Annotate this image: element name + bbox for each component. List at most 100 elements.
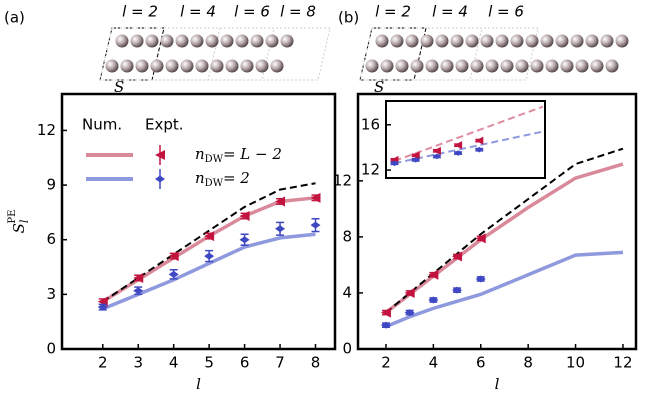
legend-marker (155, 175, 165, 183)
marker (168, 251, 179, 262)
marker (428, 296, 439, 304)
atom (455, 59, 469, 73)
y-label-main: S (10, 223, 28, 233)
x-tick-label: 6 (476, 354, 486, 372)
atom (495, 34, 509, 48)
atom (115, 34, 129, 48)
schematic-symbol: S (374, 78, 384, 96)
schematic (99, 27, 331, 81)
schematic-label: l = 8 (280, 3, 316, 21)
x-tick-label: 2 (381, 354, 391, 372)
atom (410, 59, 424, 73)
schematic-label: l = 6 (234, 3, 270, 21)
marker (275, 196, 286, 207)
atom (405, 34, 419, 48)
atom (165, 59, 179, 73)
atom (220, 34, 234, 48)
y-label-sup: PE (7, 210, 18, 224)
legend-column-header: Num. (82, 116, 122, 134)
atom (590, 59, 604, 73)
atom (420, 34, 434, 48)
marker (239, 236, 250, 244)
atom (545, 59, 559, 73)
numerical-line (384, 162, 624, 314)
atom (255, 59, 269, 73)
atom (575, 59, 589, 73)
y-tick-label: 16 (361, 115, 380, 133)
marker (310, 192, 321, 203)
marker (168, 270, 179, 278)
atom (525, 34, 539, 48)
atom (380, 59, 394, 73)
x-tick-label: 8 (311, 354, 321, 372)
atom (210, 59, 224, 73)
atom (605, 59, 619, 73)
atom (440, 59, 454, 73)
marker (275, 225, 286, 233)
schematic-label: l = 2 (375, 3, 411, 21)
atom (265, 34, 279, 48)
y-tick-label: 12 (37, 121, 56, 139)
atom (530, 59, 544, 73)
atom (120, 59, 134, 73)
atom (555, 34, 569, 48)
marker (380, 307, 391, 318)
x-axis-label: l (196, 375, 201, 393)
atom (515, 59, 529, 73)
atom (465, 34, 479, 48)
y-label-sub: l (18, 219, 31, 223)
marker (475, 136, 484, 145)
atom (485, 59, 499, 73)
x-tick-label: 12 (613, 354, 632, 372)
x-tick-label: 3 (133, 354, 143, 372)
dashed-line (102, 182, 316, 303)
x-tick-label: 4 (169, 354, 179, 372)
atom (560, 59, 574, 73)
legend-marker (155, 150, 165, 160)
atom (105, 59, 119, 73)
y-tick-label: 6 (46, 230, 56, 248)
numerical-line (102, 232, 316, 311)
legend-column-header: Expt. (145, 116, 184, 134)
legend-subscript: DW (205, 178, 224, 189)
atom (180, 59, 194, 73)
atom (390, 34, 404, 48)
legend-label: nDW= 2 (195, 169, 250, 189)
schematic-label: l = 4 (180, 3, 216, 21)
x-tick-label: 4 (429, 354, 439, 372)
marker (411, 151, 420, 160)
marker (475, 146, 484, 153)
numerical-line (385, 250, 624, 329)
atom (240, 59, 254, 73)
atom (150, 59, 164, 73)
axes-frame (385, 100, 546, 179)
marker (133, 272, 144, 283)
atom (235, 34, 249, 48)
schematic-label: l = 4 (432, 3, 468, 21)
atom (270, 59, 284, 73)
y-tick-label: 0 (46, 340, 56, 358)
atom (190, 34, 204, 48)
inset-background (386, 101, 545, 178)
atom (250, 34, 264, 48)
marker (310, 221, 321, 229)
y-tick-label: 3 (46, 285, 56, 303)
marker (380, 321, 391, 329)
atom (615, 34, 629, 48)
atom (280, 34, 294, 48)
marker (452, 286, 463, 294)
y-tick-label: 4 (342, 283, 352, 301)
marker (239, 211, 250, 222)
atom (135, 59, 149, 73)
schematic (359, 27, 629, 81)
panel-label: (a) (4, 9, 25, 27)
marker (475, 275, 486, 283)
marker (432, 146, 441, 155)
marker (204, 252, 215, 260)
marker (411, 157, 420, 163)
x-tick-label: 5 (204, 354, 214, 372)
x-tick-label: 2 (98, 354, 108, 372)
x-axis-label: l (495, 375, 500, 393)
